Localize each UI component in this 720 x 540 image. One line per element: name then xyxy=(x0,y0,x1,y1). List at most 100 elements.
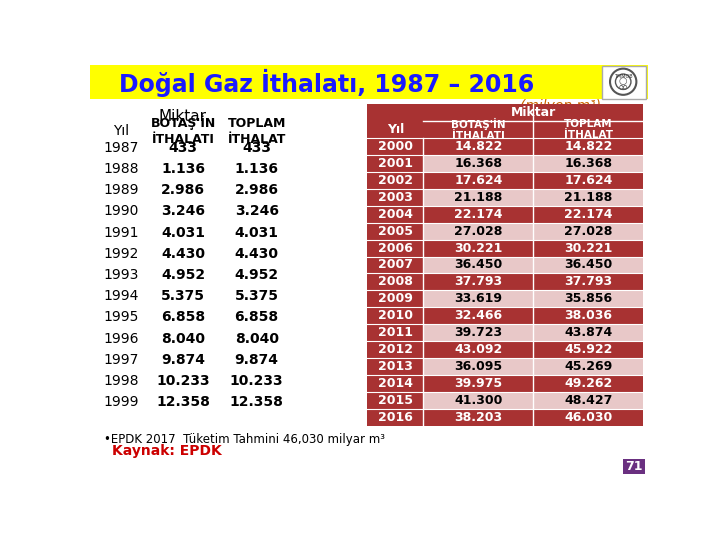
Text: 1.136: 1.136 xyxy=(235,162,279,176)
Text: 33.619: 33.619 xyxy=(454,292,503,306)
Text: 1989: 1989 xyxy=(103,183,139,197)
Bar xyxy=(367,273,423,291)
Bar xyxy=(423,104,644,121)
Text: Yıl: Yıl xyxy=(387,123,404,136)
Text: 1992: 1992 xyxy=(103,247,139,261)
Bar xyxy=(423,206,534,222)
Text: 41.300: 41.300 xyxy=(454,394,503,407)
Text: 36.450: 36.450 xyxy=(564,259,613,272)
Text: 17.624: 17.624 xyxy=(564,174,613,187)
Bar xyxy=(367,104,423,138)
Text: 38.203: 38.203 xyxy=(454,411,503,424)
Text: 45.922: 45.922 xyxy=(564,343,613,356)
Bar xyxy=(367,155,423,172)
Text: 22.174: 22.174 xyxy=(454,208,503,221)
Text: 16.368: 16.368 xyxy=(564,157,612,170)
Text: 2008: 2008 xyxy=(378,275,413,288)
Text: 14.822: 14.822 xyxy=(564,140,613,153)
Bar xyxy=(534,325,644,341)
Text: 1996: 1996 xyxy=(103,332,139,346)
Bar xyxy=(534,392,644,409)
Text: 2002: 2002 xyxy=(378,174,413,187)
Text: 2011: 2011 xyxy=(378,326,413,339)
Text: 35.856: 35.856 xyxy=(564,292,613,306)
Text: ○: ○ xyxy=(619,76,627,86)
Bar xyxy=(90,65,648,99)
Text: 3.246: 3.246 xyxy=(235,205,279,219)
Bar xyxy=(534,172,644,189)
Bar xyxy=(423,307,534,325)
Bar xyxy=(367,256,423,273)
Text: 48.427: 48.427 xyxy=(564,394,613,407)
Text: 21.188: 21.188 xyxy=(564,191,613,204)
Text: 4.031: 4.031 xyxy=(161,226,205,240)
Text: (milyon m³): (milyon m³) xyxy=(520,99,601,113)
Text: TOPLAM
İTHALAT: TOPLAM İTHALAT xyxy=(228,117,286,145)
Bar xyxy=(423,172,534,189)
Text: 10.233: 10.233 xyxy=(230,374,284,388)
Bar xyxy=(367,375,423,392)
Text: 39.723: 39.723 xyxy=(454,326,503,339)
Circle shape xyxy=(610,69,636,95)
Bar xyxy=(423,325,534,341)
Bar xyxy=(367,307,423,325)
Bar xyxy=(367,189,423,206)
Bar xyxy=(423,341,534,358)
Text: 43.874: 43.874 xyxy=(564,326,613,339)
Text: 3.246: 3.246 xyxy=(161,205,205,219)
Text: 4.031: 4.031 xyxy=(235,226,279,240)
Bar xyxy=(534,375,644,392)
Text: 2014: 2014 xyxy=(378,377,413,390)
Text: 433: 433 xyxy=(168,141,197,155)
Text: 43.092: 43.092 xyxy=(454,343,503,356)
Bar xyxy=(423,189,534,206)
Bar xyxy=(367,138,423,155)
Bar xyxy=(423,222,534,240)
Text: 45.269: 45.269 xyxy=(564,360,613,373)
Text: 2013: 2013 xyxy=(378,360,413,373)
Text: 12.358: 12.358 xyxy=(156,395,210,409)
Text: 1999: 1999 xyxy=(103,395,139,409)
Text: 9.874: 9.874 xyxy=(161,353,205,367)
Text: 12.358: 12.358 xyxy=(230,395,284,409)
Text: 46.030: 46.030 xyxy=(564,411,613,424)
Text: 1993: 1993 xyxy=(103,268,139,282)
Bar xyxy=(367,392,423,409)
Text: 2004: 2004 xyxy=(378,208,413,221)
Bar xyxy=(423,273,534,291)
Text: 1997: 1997 xyxy=(103,353,139,367)
Text: BOTAŞ'İN
İTHALATI: BOTAŞ'İN İTHALATI xyxy=(451,118,505,141)
Bar xyxy=(601,65,646,99)
Bar xyxy=(423,240,534,256)
Text: 2009: 2009 xyxy=(378,292,413,306)
Bar xyxy=(423,409,534,426)
Text: ∞: ∞ xyxy=(618,80,629,93)
Bar xyxy=(534,291,644,307)
Text: 21.188: 21.188 xyxy=(454,191,503,204)
Text: 37.793: 37.793 xyxy=(454,275,503,288)
Text: 14.822: 14.822 xyxy=(454,140,503,153)
Text: 5.375: 5.375 xyxy=(161,289,205,303)
Text: 1995: 1995 xyxy=(103,310,139,325)
Bar xyxy=(534,222,644,240)
Bar xyxy=(367,409,423,426)
Text: 4.430: 4.430 xyxy=(161,247,205,261)
Bar xyxy=(423,392,534,409)
Text: 32.466: 32.466 xyxy=(454,309,503,322)
Bar xyxy=(367,206,423,222)
Text: 2000: 2000 xyxy=(378,140,413,153)
Bar xyxy=(534,358,644,375)
Text: 71: 71 xyxy=(625,460,643,473)
Text: •EPDK 2017  Tüketim Tahmini 46,030 milyar m³: •EPDK 2017 Tüketim Tahmini 46,030 milyar… xyxy=(104,433,385,446)
Text: 2012: 2012 xyxy=(378,343,413,356)
Text: 2001: 2001 xyxy=(378,157,413,170)
Bar xyxy=(534,121,644,138)
Text: 36.095: 36.095 xyxy=(454,360,503,373)
Text: 27.028: 27.028 xyxy=(564,225,613,238)
Text: 10.233: 10.233 xyxy=(156,374,210,388)
Bar xyxy=(367,291,423,307)
Text: 49.262: 49.262 xyxy=(564,377,613,390)
Bar xyxy=(534,189,644,206)
Bar xyxy=(367,240,423,256)
Text: 30.221: 30.221 xyxy=(454,241,503,254)
